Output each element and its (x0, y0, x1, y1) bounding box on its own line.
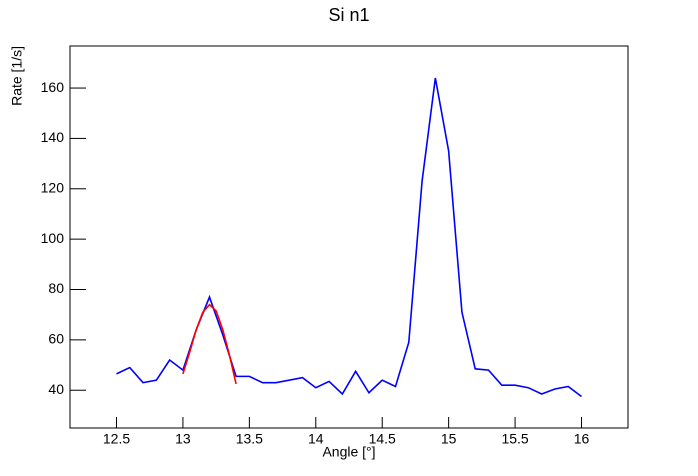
chart-title: Si n1 (328, 5, 369, 25)
x-axis-label: Angle [°] (322, 444, 375, 460)
y-tick-label: 80 (48, 280, 64, 296)
y-tick-label: 60 (48, 331, 64, 347)
x-tick-label: 16 (574, 431, 590, 447)
y-tick-label: 140 (41, 129, 65, 145)
x-tick-label: 15 (441, 431, 457, 447)
y-tick-label: 160 (41, 79, 65, 95)
x-tick-label: 14 (308, 431, 324, 447)
plot-frame (69, 45, 629, 429)
x-tick-label: 14.5 (369, 431, 396, 447)
x-tick-label: 12.5 (103, 431, 130, 447)
x-tick-label: 15.5 (501, 431, 528, 447)
x-tick-label: 13.5 (236, 431, 263, 447)
y-tick-label: 120 (41, 179, 65, 195)
y-tick-label: 40 (48, 381, 64, 397)
data-line (182, 303, 237, 385)
x-tick-label: 13 (175, 431, 191, 447)
y-tick-label: 100 (41, 230, 65, 246)
y-axis-label: Rate [1/s] (9, 46, 25, 106)
